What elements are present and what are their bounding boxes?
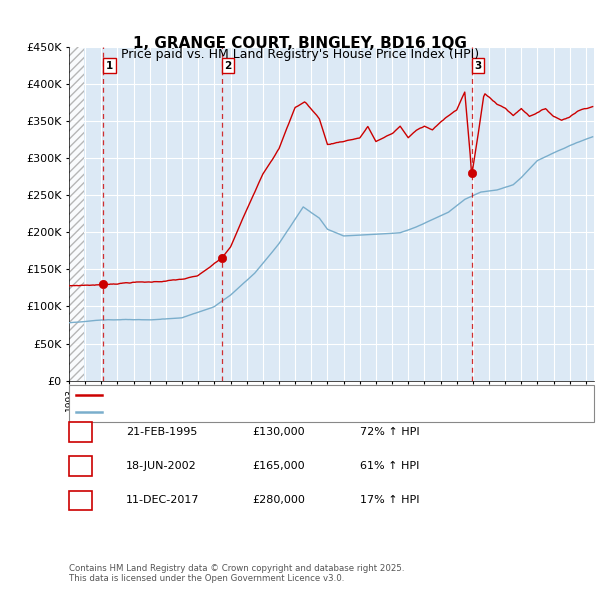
Text: 17% ↑ HPI: 17% ↑ HPI bbox=[360, 496, 419, 505]
Text: 2: 2 bbox=[224, 61, 232, 71]
Text: 1, GRANGE COURT, BINGLEY, BD16 1QG (detached house): 1, GRANGE COURT, BINGLEY, BD16 1QG (deta… bbox=[106, 390, 410, 400]
Bar bbox=[69, 47, 83, 381]
Text: HPI: Average price, detached house, Bradford: HPI: Average price, detached house, Brad… bbox=[106, 407, 344, 417]
Text: 11-DEC-2017: 11-DEC-2017 bbox=[126, 496, 199, 505]
Text: 1, GRANGE COURT, BINGLEY, BD16 1QG: 1, GRANGE COURT, BINGLEY, BD16 1QG bbox=[133, 37, 467, 51]
Text: 1: 1 bbox=[77, 427, 84, 437]
Text: 1: 1 bbox=[106, 61, 113, 71]
Text: Price paid vs. HM Land Registry's House Price Index (HPI): Price paid vs. HM Land Registry's House … bbox=[121, 48, 479, 61]
Text: £130,000: £130,000 bbox=[252, 427, 305, 437]
Text: Contains HM Land Registry data © Crown copyright and database right 2025.
This d: Contains HM Land Registry data © Crown c… bbox=[69, 563, 404, 583]
Text: 72% ↑ HPI: 72% ↑ HPI bbox=[360, 427, 419, 437]
Text: 3: 3 bbox=[474, 61, 482, 71]
Text: 61% ↑ HPI: 61% ↑ HPI bbox=[360, 461, 419, 471]
Text: 3: 3 bbox=[77, 496, 84, 505]
Text: 2: 2 bbox=[77, 461, 84, 471]
Text: £165,000: £165,000 bbox=[252, 461, 305, 471]
Text: 21-FEB-1995: 21-FEB-1995 bbox=[126, 427, 197, 437]
Text: 18-JUN-2002: 18-JUN-2002 bbox=[126, 461, 197, 471]
Text: £280,000: £280,000 bbox=[252, 496, 305, 505]
